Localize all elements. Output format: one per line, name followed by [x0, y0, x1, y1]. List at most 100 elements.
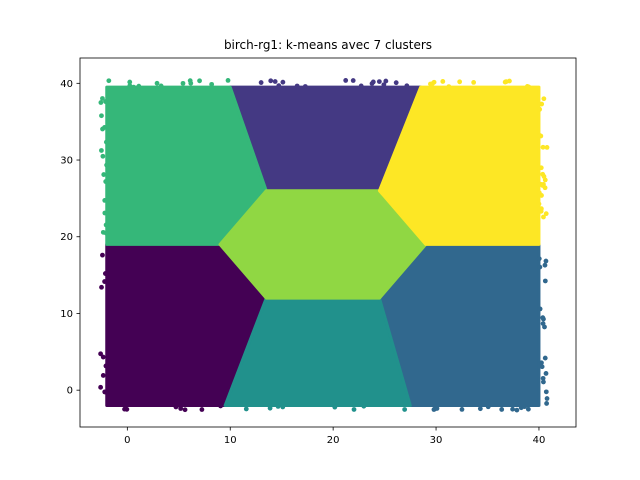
- cluster-0-point: [173, 404, 179, 410]
- cluster-4-point: [187, 78, 193, 84]
- cluster-6: [377, 78, 550, 246]
- cluster-0-point: [100, 373, 106, 378]
- cluster-2-point: [510, 406, 515, 412]
- cluster-3-point: [243, 406, 249, 412]
- cluster-2-point: [543, 258, 549, 264]
- cluster-2-point: [539, 364, 545, 370]
- cluster-1-point: [294, 83, 300, 89]
- x-tick-label: 30: [430, 435, 443, 446]
- cluster-2-point: [540, 321, 546, 326]
- y-tick-label: 40: [60, 79, 73, 90]
- cluster-4-point: [154, 80, 160, 86]
- cluster-0-point: [103, 363, 109, 369]
- cluster-2-point: [542, 262, 548, 268]
- cluster-0-point: [218, 403, 223, 409]
- cluster-1-point: [381, 82, 387, 88]
- cluster-6-point: [538, 165, 544, 171]
- x-tick-label: 0: [124, 435, 130, 446]
- y-tick-label: 30: [60, 156, 73, 167]
- cluster-1-point: [350, 78, 356, 83]
- cluster-0-point: [102, 279, 107, 284]
- cluster-6-point: [471, 79, 477, 85]
- cluster-1-point: [370, 79, 376, 85]
- cluster-4-point: [158, 83, 164, 89]
- cluster-6-point: [542, 185, 548, 191]
- cluster-6-point: [428, 81, 433, 87]
- cluster-6-point: [539, 101, 545, 107]
- cluster-1-point: [276, 83, 282, 89]
- cluster-2-point: [459, 406, 465, 412]
- cluster-4-point: [103, 230, 109, 236]
- cluster-4-point: [225, 78, 231, 83]
- cluster-0-point: [102, 271, 108, 276]
- cluster-0-point: [178, 406, 184, 411]
- cluster-1-point: [404, 83, 410, 89]
- cluster-4-point: [100, 96, 105, 101]
- cluster-2-point: [536, 256, 542, 262]
- cluster-6-point: [536, 201, 542, 207]
- cluster-6-point: [537, 181, 543, 187]
- cluster-3-point: [402, 407, 408, 412]
- cluster-1-point: [302, 84, 308, 89]
- x-tick-label: 20: [327, 435, 340, 446]
- cluster-3-point: [351, 407, 357, 412]
- cluster-2-point: [544, 396, 550, 401]
- cluster-4-point: [103, 179, 109, 184]
- cluster-2-point: [537, 306, 543, 312]
- y-tick-label: 10: [60, 309, 73, 320]
- cluster-6-point: [536, 190, 542, 196]
- cluster-6-point: [440, 79, 446, 84]
- cluster-6-point: [543, 211, 549, 217]
- cluster-2-point: [544, 401, 549, 406]
- cluster-0-point: [100, 354, 106, 360]
- cluster-2-point: [542, 278, 548, 284]
- cluster-3-point: [267, 405, 273, 411]
- cluster-4-point: [102, 210, 108, 216]
- chart-title: birch-rg1: k-means avec 7 clusters: [224, 38, 432, 52]
- y-tick-label: 0: [67, 386, 73, 397]
- cluster-1-point: [376, 79, 382, 84]
- cluster-2-point: [542, 355, 548, 361]
- axes: 0 10 20 30 40 0 10 20 30 40: [60, 79, 545, 446]
- cluster-4-point: [99, 148, 104, 153]
- cluster-4-point: [180, 80, 186, 86]
- cluster-4: [98, 78, 268, 246]
- cluster-1-point: [383, 78, 389, 84]
- cluster-4-point: [99, 113, 104, 119]
- cluster-6-point: [538, 208, 544, 214]
- cluster-2-point: [541, 379, 546, 385]
- cluster-1-point: [393, 80, 399, 86]
- cluster-2-point: [540, 315, 546, 321]
- cluster-0-point: [99, 284, 104, 290]
- cluster-2-point: [485, 404, 491, 410]
- cluster-1-point: [343, 78, 349, 83]
- cluster-6-point: [446, 84, 452, 90]
- y-tick-label: 20: [60, 232, 73, 243]
- cluster-6-point: [537, 132, 542, 138]
- cluster-6-point: [540, 144, 546, 150]
- cluster-0-point: [182, 407, 188, 413]
- cluster-4-point: [127, 79, 133, 85]
- cluster-2-point: [434, 406, 440, 411]
- cluster-4-point: [127, 83, 133, 89]
- cluster-6-point: [541, 96, 547, 102]
- cluster-1-point: [280, 79, 286, 85]
- cluster-3-point: [275, 403, 281, 409]
- cluster-2-point: [543, 389, 549, 395]
- cluster-2-point: [540, 375, 546, 381]
- cluster-4-point: [104, 162, 109, 168]
- cluster-0-point: [98, 384, 104, 390]
- cluster-0-point: [199, 407, 205, 412]
- cluster-2-point: [522, 404, 527, 410]
- cluster-3-point: [361, 403, 367, 409]
- cluster-1-point: [258, 80, 264, 85]
- cluster-1-point: [268, 78, 274, 84]
- cluster-2-point: [543, 371, 549, 376]
- cluster-4-point: [197, 78, 202, 84]
- cluster-1-point: [272, 79, 278, 84]
- cluster-4-point: [102, 125, 107, 130]
- cluster-4-point: [102, 197, 108, 203]
- cluster-6-region: [377, 85, 541, 246]
- cluster-1-point: [358, 83, 364, 89]
